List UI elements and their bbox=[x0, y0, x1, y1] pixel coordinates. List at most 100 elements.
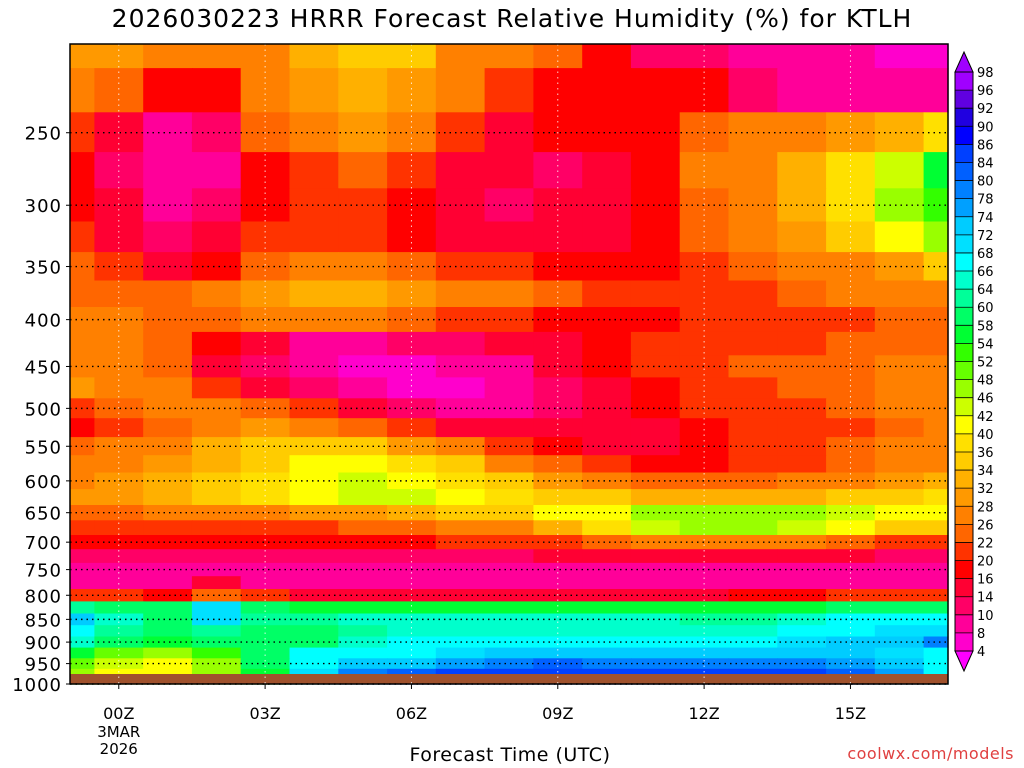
rh-cell bbox=[826, 68, 876, 113]
rh-cell bbox=[582, 418, 632, 438]
rh-cell bbox=[630, 307, 681, 333]
rh-cell bbox=[289, 307, 339, 333]
rh-cell bbox=[338, 280, 388, 308]
rh-cell bbox=[289, 437, 339, 456]
rh-cell bbox=[387, 455, 437, 474]
rh-cell bbox=[191, 398, 242, 419]
rh-cell bbox=[679, 398, 730, 419]
rh-cell bbox=[240, 562, 291, 577]
rh-cell bbox=[679, 520, 730, 536]
rh-cell bbox=[94, 535, 144, 550]
rh-cell bbox=[826, 355, 876, 378]
rh-cell bbox=[826, 418, 876, 438]
rh-cell bbox=[582, 472, 632, 490]
colorbar-segment bbox=[955, 524, 973, 543]
rh-cell bbox=[728, 377, 778, 399]
rh-cell bbox=[630, 377, 681, 399]
x-tick-label: 00Z bbox=[103, 704, 134, 723]
rh-cell bbox=[728, 625, 778, 638]
rh-cell bbox=[289, 221, 339, 253]
y-tick-label: 800 bbox=[25, 586, 62, 607]
rh-cell bbox=[338, 68, 388, 113]
rh-cell bbox=[923, 307, 949, 333]
rh-cell bbox=[435, 576, 486, 590]
rh-cell bbox=[191, 601, 242, 615]
rh-cell bbox=[679, 636, 730, 649]
rh-cell bbox=[484, 355, 534, 378]
rh-cell bbox=[728, 576, 778, 590]
rh-cell bbox=[630, 472, 681, 490]
rh-cell bbox=[728, 331, 778, 356]
rh-cell bbox=[70, 489, 95, 506]
rh-cell bbox=[143, 601, 193, 615]
rh-cell bbox=[143, 398, 193, 419]
y-tick-label: 550 bbox=[25, 437, 62, 458]
rh-cell bbox=[630, 398, 681, 419]
rh-cell bbox=[143, 355, 193, 378]
rh-cell bbox=[191, 188, 242, 223]
rh-cell bbox=[94, 418, 144, 438]
rh-cell bbox=[582, 355, 632, 378]
rh-cell bbox=[435, 489, 486, 506]
x-tick-label: 15Z bbox=[835, 704, 866, 723]
rh-cell bbox=[923, 377, 949, 399]
rh-cell bbox=[679, 535, 730, 550]
rh-cell bbox=[289, 252, 339, 282]
rh-cell bbox=[191, 472, 242, 490]
rh-cell bbox=[923, 576, 949, 590]
colorbar-label: 26 bbox=[977, 518, 994, 533]
colorbar-label: 68 bbox=[977, 247, 994, 262]
rh-cell bbox=[923, 455, 949, 474]
rh-cell bbox=[289, 280, 339, 308]
rh-cell bbox=[240, 489, 291, 506]
rh-cell bbox=[874, 398, 925, 419]
rh-cell bbox=[923, 472, 949, 490]
rh-cell bbox=[143, 307, 193, 333]
rh-cell bbox=[289, 613, 339, 626]
rh-cell bbox=[387, 520, 437, 536]
rh-cell bbox=[630, 589, 681, 602]
rh-cell bbox=[728, 221, 778, 253]
rh-cell bbox=[630, 520, 681, 536]
rh-cell bbox=[191, 658, 242, 670]
rh-cell bbox=[191, 505, 242, 521]
y-tick-label: 600 bbox=[25, 472, 62, 493]
rh-cell bbox=[582, 505, 632, 521]
rh-cell bbox=[94, 625, 144, 638]
rh-cell bbox=[630, 576, 681, 590]
rh-cell bbox=[435, 331, 486, 356]
rh-cell bbox=[143, 188, 193, 223]
colorbar-bottom-arrow bbox=[954, 650, 974, 673]
colorbar-segment bbox=[955, 289, 973, 308]
colorbar-segment bbox=[955, 397, 973, 417]
rh-cell bbox=[143, 576, 193, 590]
colorbar-label: 20 bbox=[977, 555, 994, 570]
colorbar-top-arrow bbox=[954, 50, 974, 73]
rh-cell bbox=[777, 68, 827, 113]
rh-cell bbox=[679, 576, 730, 590]
rh-cell bbox=[143, 221, 193, 253]
rh-cell bbox=[679, 613, 730, 626]
rh-cell bbox=[874, 455, 925, 474]
rh-cell bbox=[874, 377, 925, 399]
rh-cell bbox=[874, 505, 925, 521]
rh-cell bbox=[70, 221, 95, 253]
colorbar-label: 10 bbox=[977, 609, 994, 624]
x-tick-label: 03Z bbox=[249, 704, 280, 723]
rh-cell bbox=[728, 601, 778, 615]
rh-cell bbox=[484, 613, 534, 626]
x-tick-label: 06Z bbox=[396, 704, 427, 723]
rh-cell bbox=[923, 355, 949, 378]
rh-cell bbox=[874, 68, 925, 113]
rh-cell bbox=[533, 418, 583, 438]
colorbar-label: 72 bbox=[977, 229, 994, 244]
rh-cell bbox=[143, 455, 193, 474]
credit-link[interactable]: coolwx.com/models bbox=[847, 744, 1014, 763]
date-label: 3MAR bbox=[97, 723, 140, 741]
rh-cell bbox=[143, 44, 193, 69]
rh-cell bbox=[923, 589, 949, 602]
rh-cell bbox=[94, 658, 144, 670]
rh-cell bbox=[435, 44, 486, 69]
rh-cell bbox=[484, 647, 534, 659]
rh-cell bbox=[484, 418, 534, 438]
